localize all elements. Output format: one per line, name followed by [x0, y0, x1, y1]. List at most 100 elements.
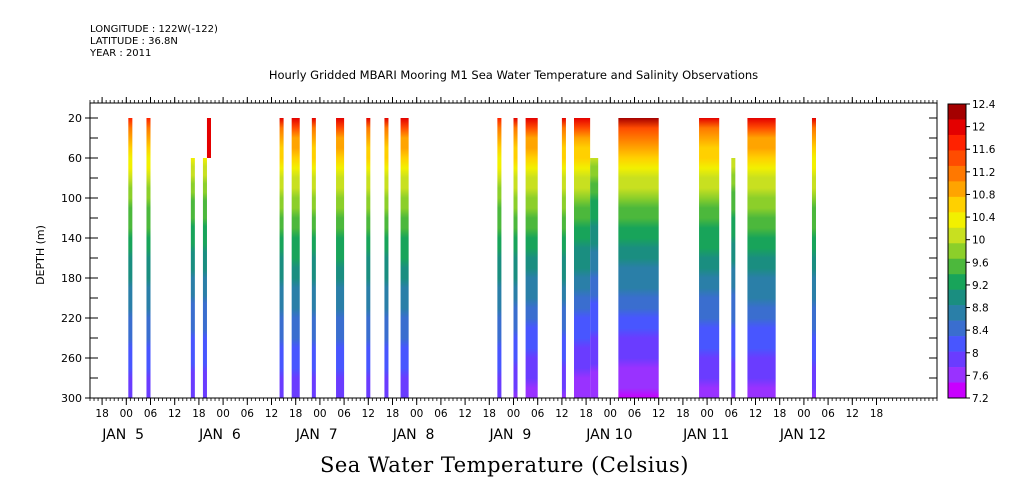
- x-tick-label: 00: [120, 408, 133, 420]
- x-tick-label: 12: [458, 408, 471, 420]
- x-tick-label: 12: [168, 408, 181, 420]
- x-tick-label: 06: [144, 408, 158, 420]
- colorbar-swatch: [948, 165, 966, 182]
- colorbar-swatch: [948, 134, 966, 151]
- colorbar-label: 12.4: [972, 99, 996, 111]
- x-axis-label: Sea Water Temperature (Celsius): [319, 453, 689, 477]
- data-column: [336, 118, 345, 398]
- x-tick-label: 06: [821, 408, 835, 420]
- x-tick-label: 18: [386, 408, 399, 420]
- colorbar-label: 7.2: [972, 393, 989, 405]
- x-tick-label: 18: [95, 408, 108, 420]
- x-tick-label: 06: [434, 408, 448, 420]
- data-column: [291, 118, 300, 398]
- x-tick-label: 00: [313, 408, 326, 420]
- x-tick-label: 00: [797, 408, 810, 420]
- x-tick-label: 12: [749, 408, 762, 420]
- colorbar-label: 10.4: [972, 212, 996, 224]
- x-tick-label: 06: [725, 408, 739, 420]
- colorbar-swatch: [948, 305, 966, 321]
- axes: 18 00 06 12 18 00 06 12 18 00 06 12 18 00 06 12 18 00 06 12…: [61, 97, 938, 443]
- x-tick-label: 00: [604, 408, 617, 420]
- colorbar-swatch: [948, 227, 966, 244]
- x-tick-label: 18: [870, 408, 883, 420]
- x-tick-label: 00: [507, 408, 520, 420]
- colorbar-swatch: [948, 336, 966, 352]
- colorbar-swatch: [948, 258, 966, 275]
- data-column: [590, 158, 599, 398]
- y-axis-label: DEPTH (m): [34, 225, 47, 285]
- x-tick-label: 00: [410, 408, 423, 420]
- data-column: [146, 118, 151, 398]
- y-tick-label: 260: [61, 352, 82, 365]
- chart-title: Hourly Gridded MBARI Mooring M1 Sea Wate…: [268, 68, 759, 82]
- data-column: [618, 118, 659, 398]
- x-day-label: JAN 11: [682, 427, 729, 443]
- colorbar-label: 11.2: [972, 167, 995, 179]
- data-columns: [128, 118, 816, 398]
- year-label: YEAR : 2011: [90, 48, 152, 59]
- x-tick-label: 00: [700, 408, 713, 420]
- data-column: [525, 118, 538, 398]
- x-tick-label: 06: [628, 408, 642, 420]
- colorbar-frame: [947, 103, 967, 399]
- colorbar-swatch: [948, 243, 966, 260]
- y-tick-label: 60: [68, 152, 82, 165]
- data-column: [190, 158, 195, 398]
- x-tick-label: 12: [555, 408, 568, 420]
- y-tick-label: 220: [61, 312, 82, 325]
- x-day-label: JAN 10: [585, 427, 632, 443]
- colorbar-swatch: [948, 196, 966, 213]
- colorbar-label: 11.6: [972, 144, 996, 156]
- colorbar: 7.2 7.6 8 8.4 8.8 9.2 9.6 10 10.4 10.8 11.2 11.6 12 1…: [947, 99, 996, 405]
- x-tick-label: 18: [289, 408, 302, 420]
- data-column: [384, 118, 389, 398]
- data-column: [731, 158, 736, 398]
- x-tick-label: 06: [241, 408, 255, 420]
- x-tick-label: 06: [337, 408, 351, 420]
- latitude-label: LATITUDE : 36.8N: [90, 36, 178, 47]
- x-day-label: JAN 5: [101, 427, 144, 443]
- x-day-label: JAN 8: [392, 427, 435, 443]
- longitude-label: LONGITUDE : 122W(-122): [90, 24, 218, 35]
- colorbar-swatch: [948, 367, 966, 383]
- colorbar-swatch: [948, 351, 966, 368]
- colorbar-label: 9.6: [972, 257, 989, 269]
- x-day-label: JAN 9: [489, 427, 532, 443]
- x-tick-label: 18: [483, 408, 496, 420]
- y-tick-label: 180: [61, 272, 82, 285]
- colorbar-label: 8: [972, 348, 979, 360]
- x-tick-label: 18: [773, 408, 786, 420]
- colorbar-swatch: [948, 104, 966, 120]
- data-column: [311, 118, 316, 398]
- x-tick-label: 12: [265, 408, 278, 420]
- x-day-label: JAN 6: [198, 427, 241, 443]
- data-column: [206, 118, 211, 158]
- colorbar-swatch: [948, 212, 966, 229]
- colorbar-label: 12: [972, 122, 985, 134]
- y-tick-label: 20: [68, 112, 82, 125]
- colorbar-label: 8.4: [972, 325, 989, 337]
- data-column: [202, 158, 207, 398]
- colorbar-swatch: [948, 382, 966, 399]
- data-column: [747, 118, 776, 398]
- colorbar-label: 8.8: [972, 303, 989, 315]
- colorbar-swatch: [948, 150, 966, 167]
- x-day-label: JAN 12: [779, 427, 826, 443]
- x-tick-label: 18: [676, 408, 689, 420]
- data-column: [811, 118, 816, 398]
- colorbar-swatch: [948, 274, 966, 290]
- metadata-block: LONGITUDE : 122W(-122) LATITUDE : 36.8N …: [90, 24, 218, 60]
- x-tick-label: 12: [362, 408, 375, 420]
- data-column: [128, 118, 133, 398]
- colorbar-label: 7.6: [972, 370, 989, 382]
- data-column: [400, 118, 409, 398]
- x-tick-label: 18: [579, 408, 592, 420]
- data-column: [561, 118, 566, 398]
- data-column: [699, 118, 720, 398]
- x-tick-label: 00: [216, 408, 229, 420]
- x-tick-label: 12: [652, 408, 665, 420]
- x-tick-label: 12: [846, 408, 859, 420]
- data-column: [574, 118, 591, 398]
